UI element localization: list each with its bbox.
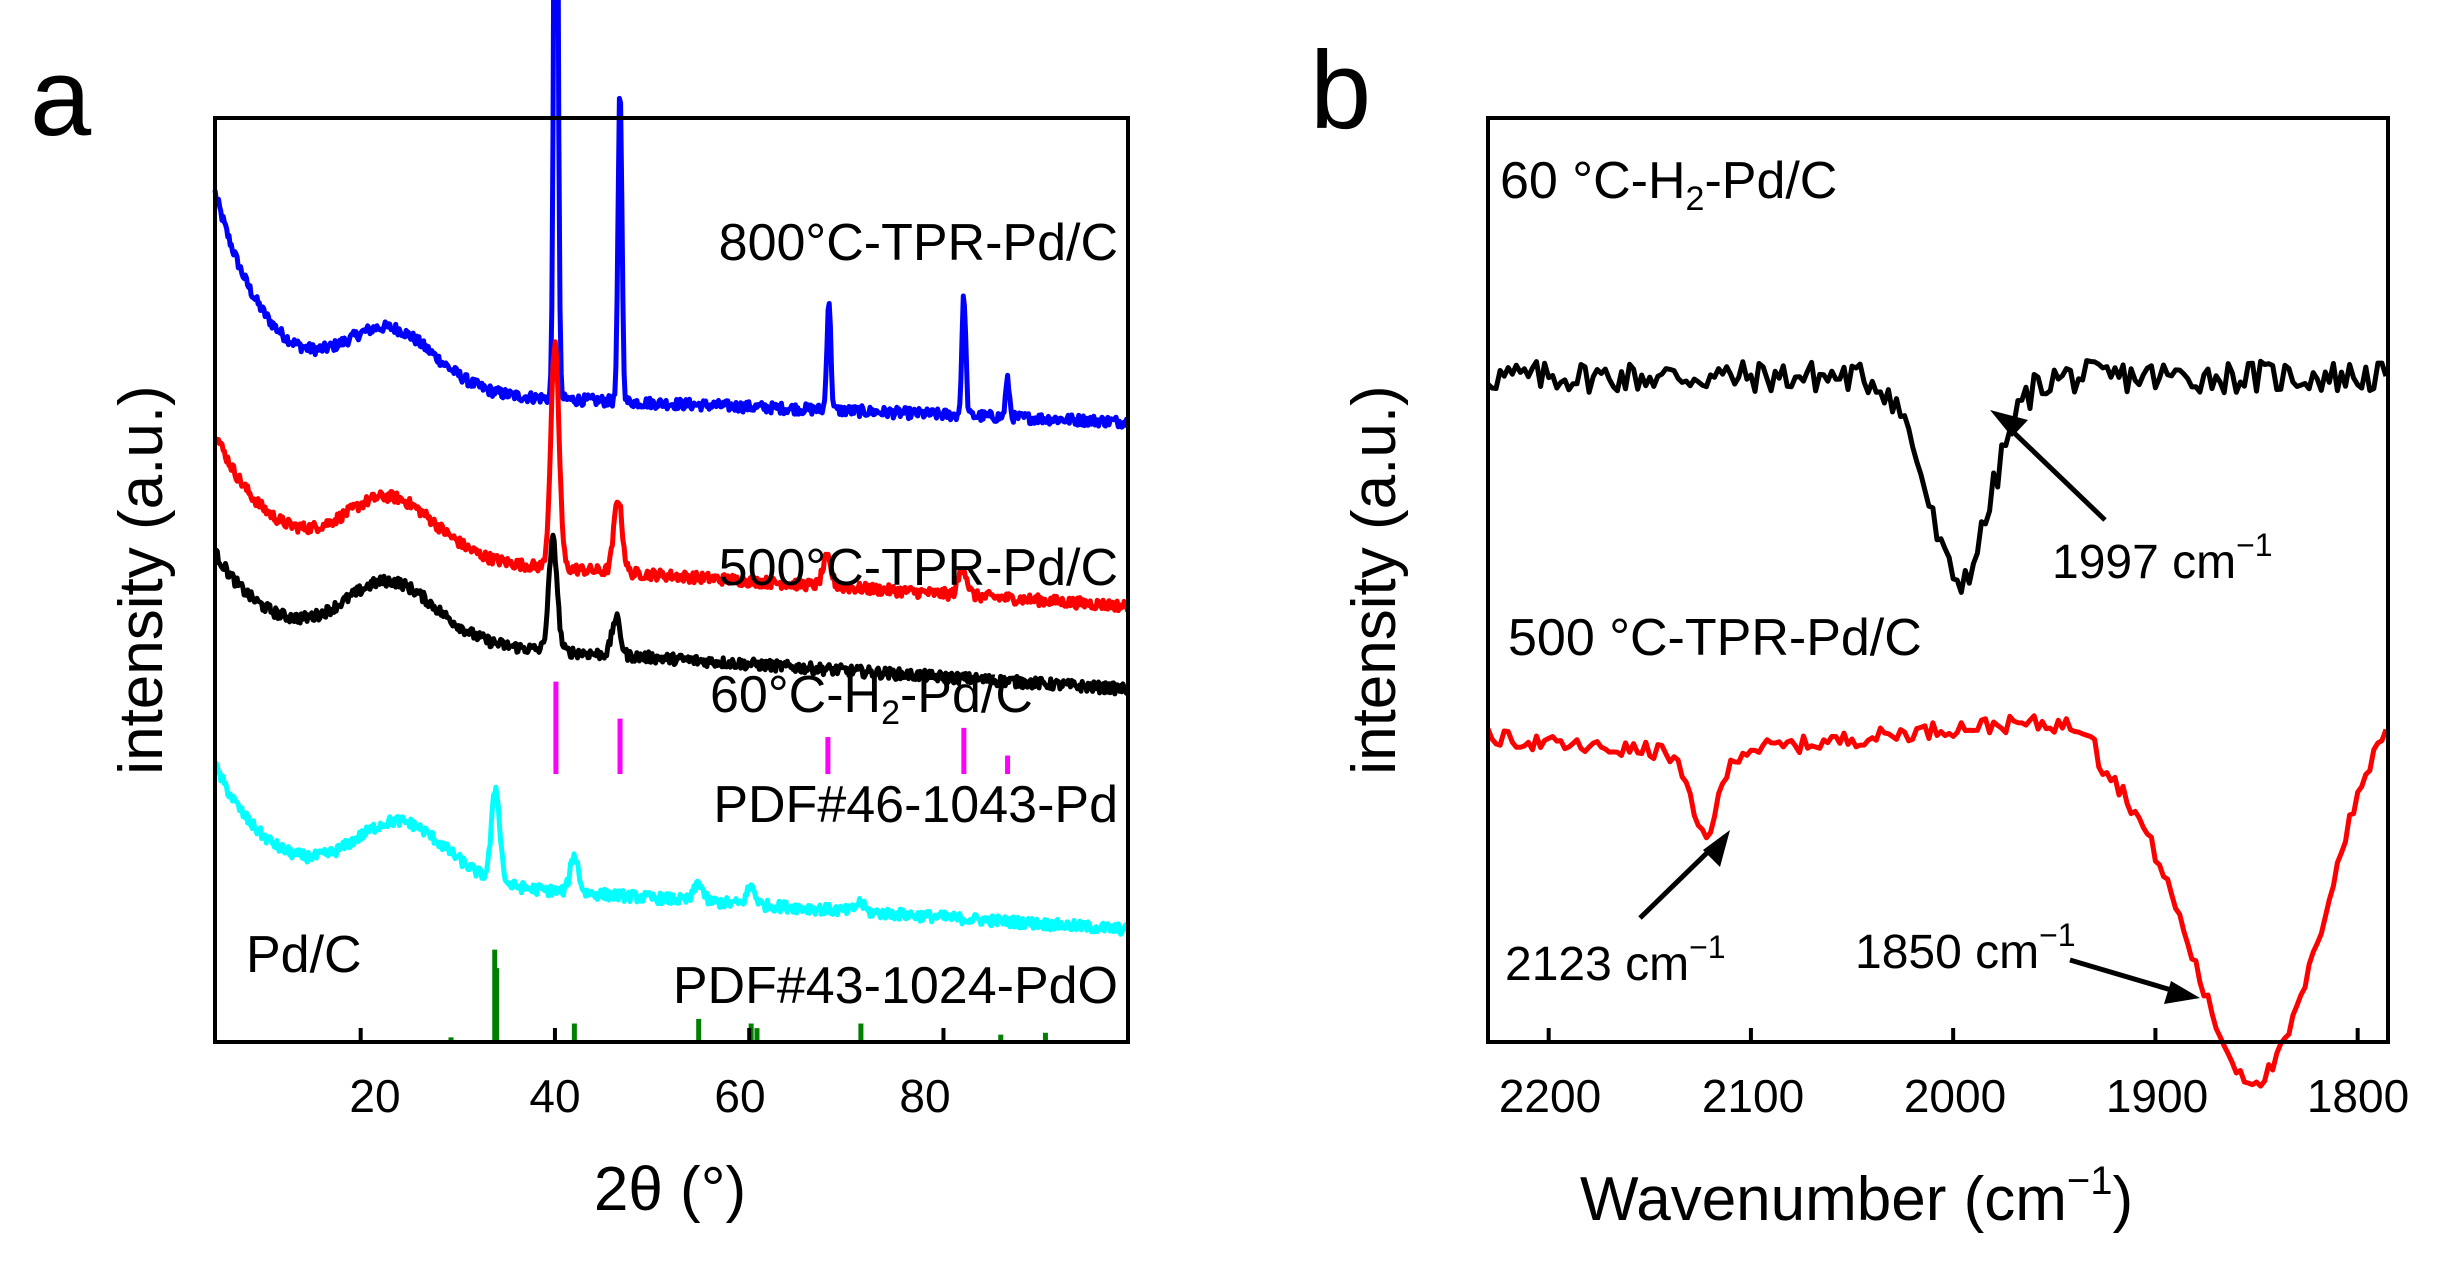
- panel-a-y-axis-title: intensity (a.u.): [107, 385, 176, 774]
- panel-a-reference-lines: [448, 681, 1048, 1042]
- panel-b-traces: [1485, 358, 2389, 1089]
- panel-b-plot-frame: [1486, 116, 2390, 1044]
- xrd-trace-3: [212, 760, 1131, 937]
- arrow-1850: [2069, 957, 2200, 1004]
- annotation-1997: 1997 cm−1: [2052, 527, 2273, 589]
- reference-label-pdf-pd: PDF#46-1043-Pd: [713, 776, 1118, 834]
- panel-a-x-ticks: [358, 1028, 946, 1042]
- xrd-trace-0: [212, 0, 1131, 430]
- ir-trace-1: [1485, 713, 2389, 1089]
- panel-b-letter: b: [1310, 29, 1371, 152]
- panel-b-tick-label: 1900: [2106, 1070, 2208, 1122]
- panel-b-tick-label: 2100: [1702, 1070, 1804, 1122]
- panel-a-tick-label: 80: [899, 1070, 950, 1122]
- panel-b-tick-label: 2000: [1904, 1070, 2006, 1122]
- reference-label-pdf-pdo: PDF#43-1024-PdO: [673, 957, 1118, 1015]
- annotation-1850: 1850 cm−1: [1855, 917, 2076, 979]
- panel-a-traces: [212, 0, 1131, 937]
- panel-b-tick-label: 2200: [1499, 1070, 1601, 1122]
- panel-a-tick-label: 40: [529, 1070, 580, 1122]
- panel-a: a 20 40 60 80 2θ (°) intensity (a.u.) 80…: [30, 0, 1131, 1224]
- panel-b-tick-label: 1800: [2307, 1070, 2409, 1122]
- xrd-trace-1: [212, 339, 1131, 614]
- panel-a-x-axis-title: 2θ (°): [594, 1155, 746, 1224]
- panel-a-tick-label: 60: [714, 1070, 765, 1122]
- panel-b: b 2200 2100 2000 1900 1800 Wavenumber (c…: [1310, 29, 2409, 1234]
- ir-trace-0: [1486, 358, 2389, 595]
- panel-b-x-ticks: [1546, 1028, 2360, 1042]
- series-label-60c-h2: 60°C-H2-Pd/C: [710, 666, 1033, 732]
- arrow-2123: [1638, 830, 1730, 920]
- panel-a-tick-label: 20: [349, 1070, 400, 1122]
- series-label-800c-tpr: 800°C-TPR-Pd/C: [719, 214, 1118, 272]
- panel-a-plot-frame: [213, 116, 1130, 1044]
- panel-b-x-axis-title: Wavenumber (cm−1): [1580, 1159, 2133, 1234]
- panel-b-y-axis-title: intensity (a.u.): [1340, 385, 1409, 774]
- series-label-60c-h2-ir: 60 °C-H2-Pd/C: [1500, 152, 1837, 218]
- annotation-2123: 2123 cm−1: [1505, 929, 1726, 991]
- series-label-500c-tpr-ir: 500 °C-TPR-Pd/C: [1508, 609, 1922, 667]
- arrow-1997: [1990, 410, 2107, 522]
- panel-a-letter: a: [30, 36, 92, 159]
- series-label-pd-c: Pd/C: [246, 926, 362, 984]
- series-label-500c-tpr: 500°C-TPR-Pd/C: [719, 539, 1118, 597]
- xrd-trace-2: [212, 532, 1129, 697]
